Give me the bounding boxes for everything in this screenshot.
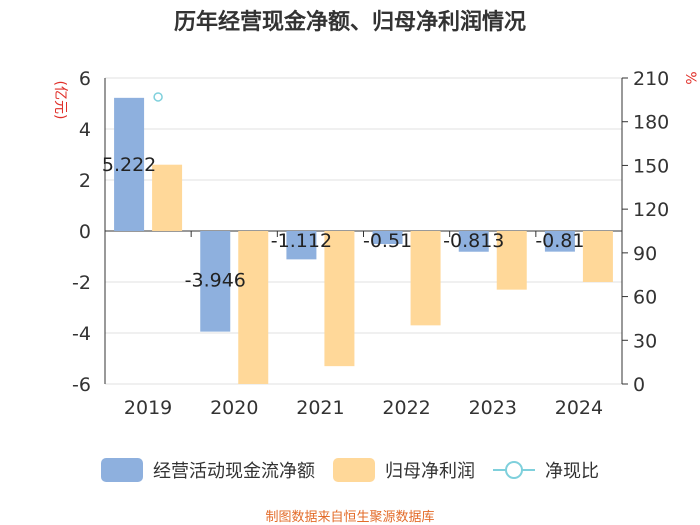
x-tick-label: 2021 (296, 397, 344, 419)
y-right-tick-label: 210 (633, 68, 669, 90)
y-left-axis-label: (亿元) (52, 81, 68, 120)
y-right-tick-label: 150 (633, 155, 669, 177)
y-right-tick-label: 90 (633, 243, 657, 265)
x-tick-label: 2019 (124, 397, 172, 419)
bar-cashflow (114, 97, 145, 232)
y-left-tick-label: -6 (72, 374, 91, 396)
legend-item-net-profit[interactable]: 归母净利润 (333, 457, 475, 483)
bars (114, 97, 613, 384)
x-tick-label: 2023 (469, 397, 517, 419)
y-left-tick-label: -2 (72, 272, 91, 294)
legend: 经营活动现金流净额 归母净利润 净现比 (0, 455, 700, 485)
bar-net-profit (324, 231, 355, 367)
data-label-cashflow: -3.946 (185, 269, 246, 291)
y-right-tick-label: 180 (633, 112, 669, 134)
data-labels: 5.222 -3.946 -1.112 -0.51 -0.813 -0.81 (102, 154, 585, 291)
ratio-points (153, 92, 163, 102)
bar-net-profit (582, 231, 613, 282)
y-left-tick-label: 2 (79, 170, 91, 192)
legend-item-cashflow[interactable]: 经营活动现金流净额 (101, 457, 315, 483)
data-label-cashflow: 5.222 (102, 154, 156, 176)
bar-net-profit (410, 231, 441, 326)
bar-net-profit (496, 231, 527, 290)
bar-cashflow (458, 231, 489, 252)
bar-cashflow (544, 231, 575, 252)
bar-cashflow (372, 231, 403, 245)
legend-line-cash-ratio-icon (493, 458, 535, 482)
y-left-tick-label: 0 (79, 221, 91, 243)
y-right-axis-label: % (682, 71, 698, 84)
legend-label-cashflow: 经营活动现金流净额 (153, 461, 315, 482)
point-cash-ratio (153, 92, 163, 102)
legend-label-cash-ratio: 净现比 (545, 461, 599, 482)
bar-cashflow (200, 231, 231, 332)
legend-item-cash-ratio[interactable]: 净现比 (493, 457, 599, 483)
data-label-cashflow: -0.81 (535, 230, 584, 252)
legend-label-net-profit: 归母净利润 (385, 461, 475, 482)
y-right-tick-label: 30 (633, 330, 657, 352)
y-left-tick-label: -4 (72, 323, 91, 345)
x-tick-label: 2024 (555, 397, 603, 419)
x-tick-label: 2020 (210, 397, 258, 419)
data-label-cashflow: -0.813 (443, 230, 504, 252)
legend-swatch-net-profit (333, 458, 375, 482)
legend-swatch-cashflow (101, 458, 143, 482)
x-tick-label: 2022 (382, 397, 430, 419)
y-right-tick-label: 60 (633, 287, 657, 309)
y-right-tick-label: 0 (633, 374, 645, 396)
chart-title: 历年经营现金净额、归母净利润情况 (173, 10, 526, 35)
bar-cashflow (286, 231, 317, 260)
y-right-tick-label: 120 (633, 199, 669, 221)
y-left-tick-label: 4 (79, 119, 91, 141)
bar-net-profit (152, 164, 183, 231)
data-label-cashflow: -1.112 (271, 230, 332, 252)
data-label-cashflow: -0.51 (363, 230, 412, 252)
source-note: 制图数据来自恒生聚源数据库 (265, 510, 435, 525)
y-left-tick-label: 6 (79, 68, 91, 90)
bar-net-profit (238, 231, 269, 384)
